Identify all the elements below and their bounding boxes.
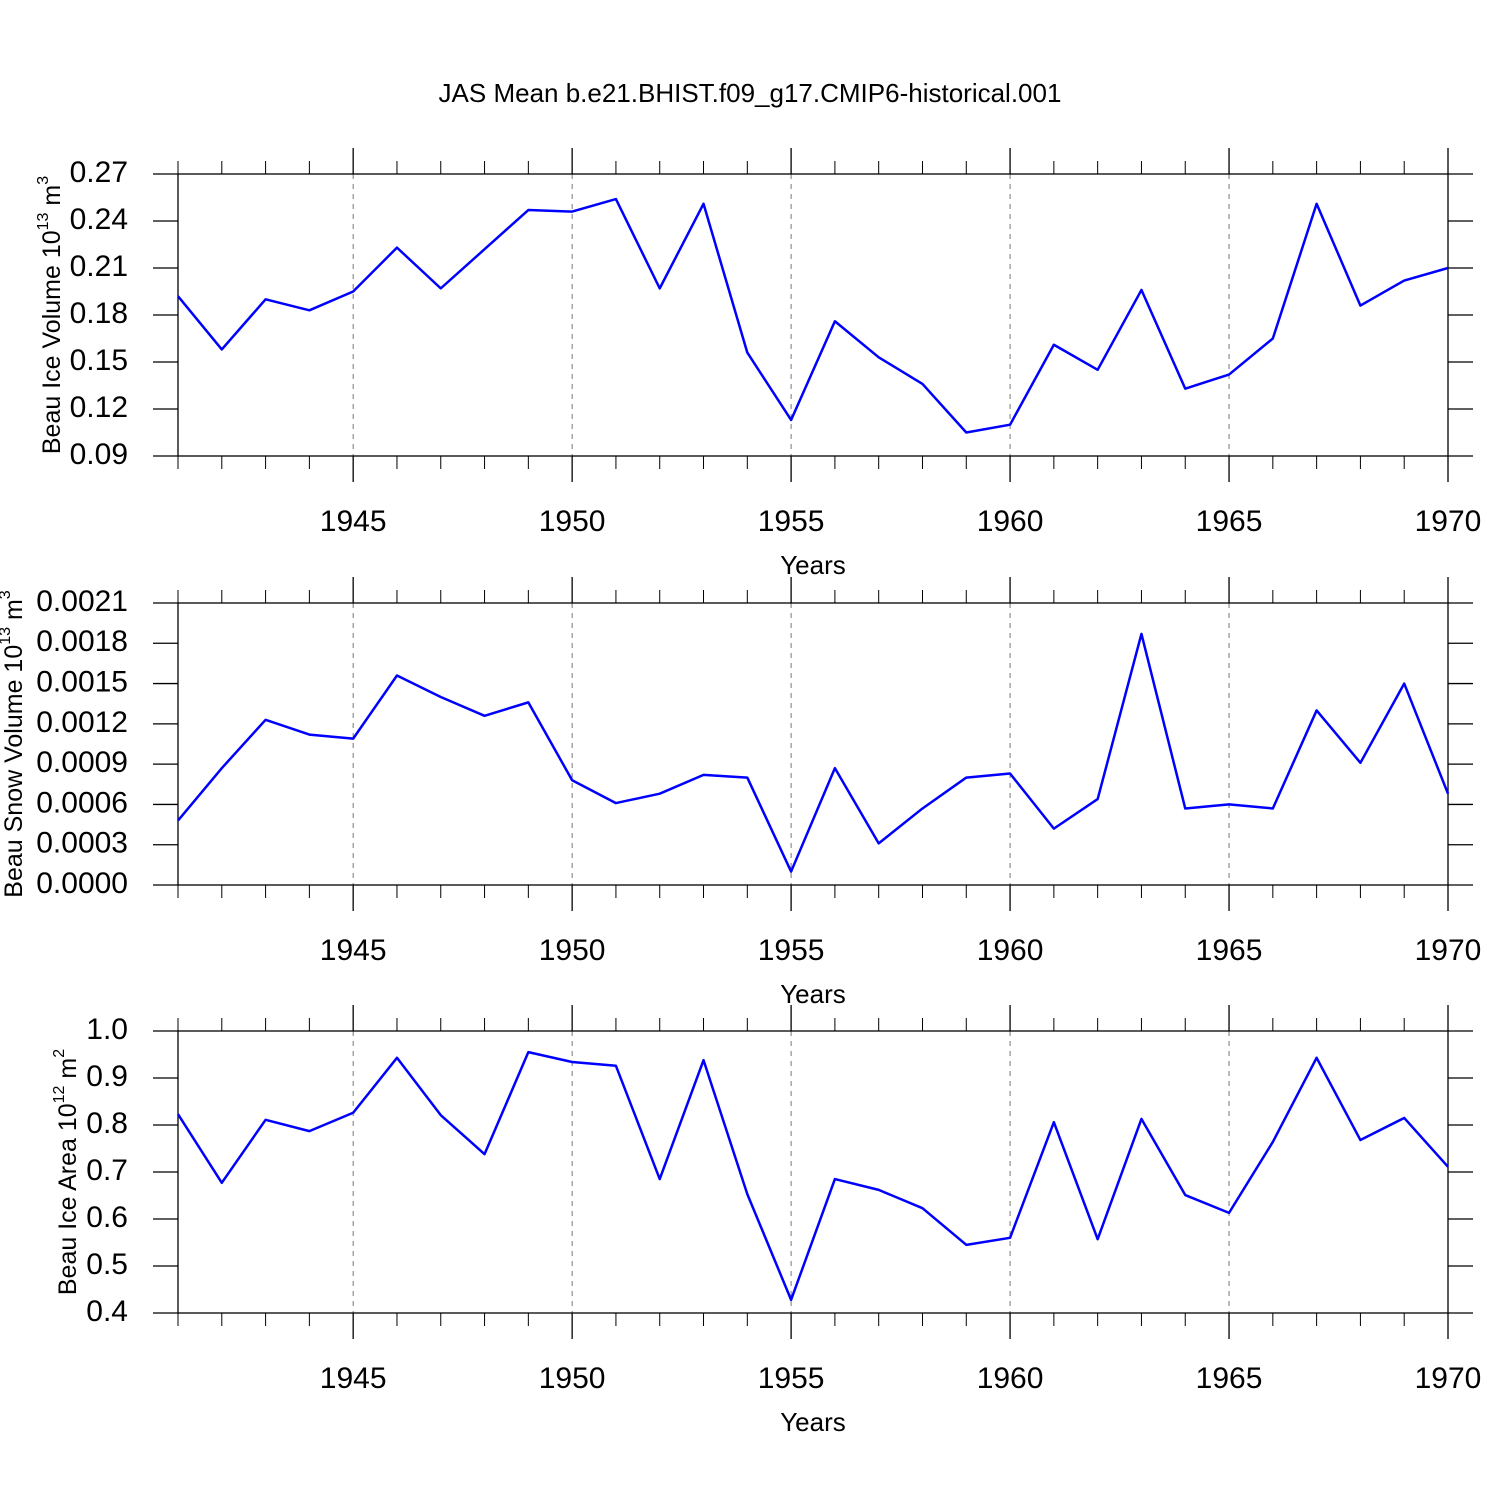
y-axis-label-exponent: 3 (0, 590, 14, 599)
x-tick-label: 1960 (977, 934, 1044, 967)
y-tick-label: 0.8 (86, 1107, 128, 1140)
x-tick-label: 1955 (758, 505, 825, 538)
y-tick-label: 0.0015 (36, 665, 128, 698)
y-tick-label: 0.24 (70, 203, 128, 236)
y-tick-label: 0.0021 (36, 585, 128, 618)
plot-frame (177, 602, 1449, 886)
y-tick-label: 0.15 (70, 344, 128, 377)
x-tick-label: 1960 (977, 1362, 1044, 1395)
x-tick-label: 1950 (539, 505, 606, 538)
plot-frame (177, 173, 1449, 457)
y-axis-label-part: Beau Snow Volume 10 (0, 645, 28, 898)
x-axis-label: Years (780, 550, 846, 580)
y-tick-label: 0.0003 (36, 827, 128, 860)
y-tick-label: 0.09 (70, 438, 128, 471)
y-axis-label-part: Beau Ice Volume 10 (38, 230, 66, 454)
y-axis-label-part: m (38, 185, 66, 213)
y-tick-label: 0.0012 (36, 706, 128, 739)
y-tick-label: 0.27 (70, 156, 128, 189)
y-tick-label: 0.6 (86, 1201, 128, 1234)
y-tick-label: 0.5 (86, 1248, 128, 1281)
data-line (177, 632, 1450, 873)
x-tick-label: 1950 (539, 934, 606, 967)
y-tick-label: 0.18 (70, 297, 128, 330)
y-axis-label: Beau Snow Volume 1013 m3 (0, 590, 28, 898)
y-tick-label: 0.7 (86, 1154, 128, 1187)
y-axis-label-exponent: 13 (35, 212, 52, 230)
x-tick-label: 1970 (1415, 934, 1482, 967)
x-tick-label: 1945 (320, 934, 387, 967)
y-tick-label: 0.0018 (36, 625, 128, 658)
y-tick-label: 1.0 (86, 1013, 128, 1046)
x-tick-label: 1965 (1196, 1362, 1263, 1395)
y-tick-label: 0.0009 (36, 746, 128, 779)
y-axis-label-exponent: 3 (35, 176, 52, 185)
x-tick-label: 1955 (758, 1362, 825, 1395)
x-axis-label: Years (780, 979, 846, 1009)
y-tick-label: 0.0000 (36, 867, 128, 900)
y-tick-label: 0.0006 (36, 786, 128, 819)
plot-frame (177, 1030, 1449, 1314)
data-line (176, 1050, 1449, 1302)
y-tick-label: 0.9 (86, 1060, 128, 1093)
y-axis-label-exponent: 2 (51, 1049, 68, 1058)
x-tick-label: 1970 (1415, 1362, 1482, 1395)
y-axis-label-part: Beau Ice Area 10 (54, 1103, 82, 1295)
y-axis-label-exponent: 13 (0, 627, 14, 645)
x-tick-label: 1945 (320, 1362, 387, 1395)
x-tick-label: 1965 (1196, 934, 1263, 967)
y-tick-label: 0.21 (70, 250, 128, 283)
x-tick-label: 1965 (1196, 505, 1263, 538)
figure-title: JAS Mean b.e21.BHIST.f09_g17.CMIP6-histo… (439, 78, 1062, 108)
y-axis-label-exponent: 12 (51, 1085, 68, 1103)
x-tick-label: 1970 (1415, 505, 1482, 538)
x-tick-label: 1955 (758, 934, 825, 967)
x-tick-label: 1960 (977, 505, 1044, 538)
y-tick-label: 0.4 (86, 1295, 128, 1328)
x-tick-label: 1945 (320, 505, 387, 538)
y-axis-label: Beau Ice Volume 1013 m3 (35, 176, 66, 454)
data-line (177, 197, 1449, 434)
y-axis-label-part: m (54, 1058, 82, 1086)
y-tick-label: 0.12 (70, 391, 128, 424)
y-axis-label-part: m (0, 599, 28, 627)
x-tick-label: 1950 (539, 1362, 606, 1395)
x-axis-label: Years (780, 1407, 846, 1437)
y-axis-label: Beau Ice Area 1012 m2 (51, 1049, 82, 1295)
